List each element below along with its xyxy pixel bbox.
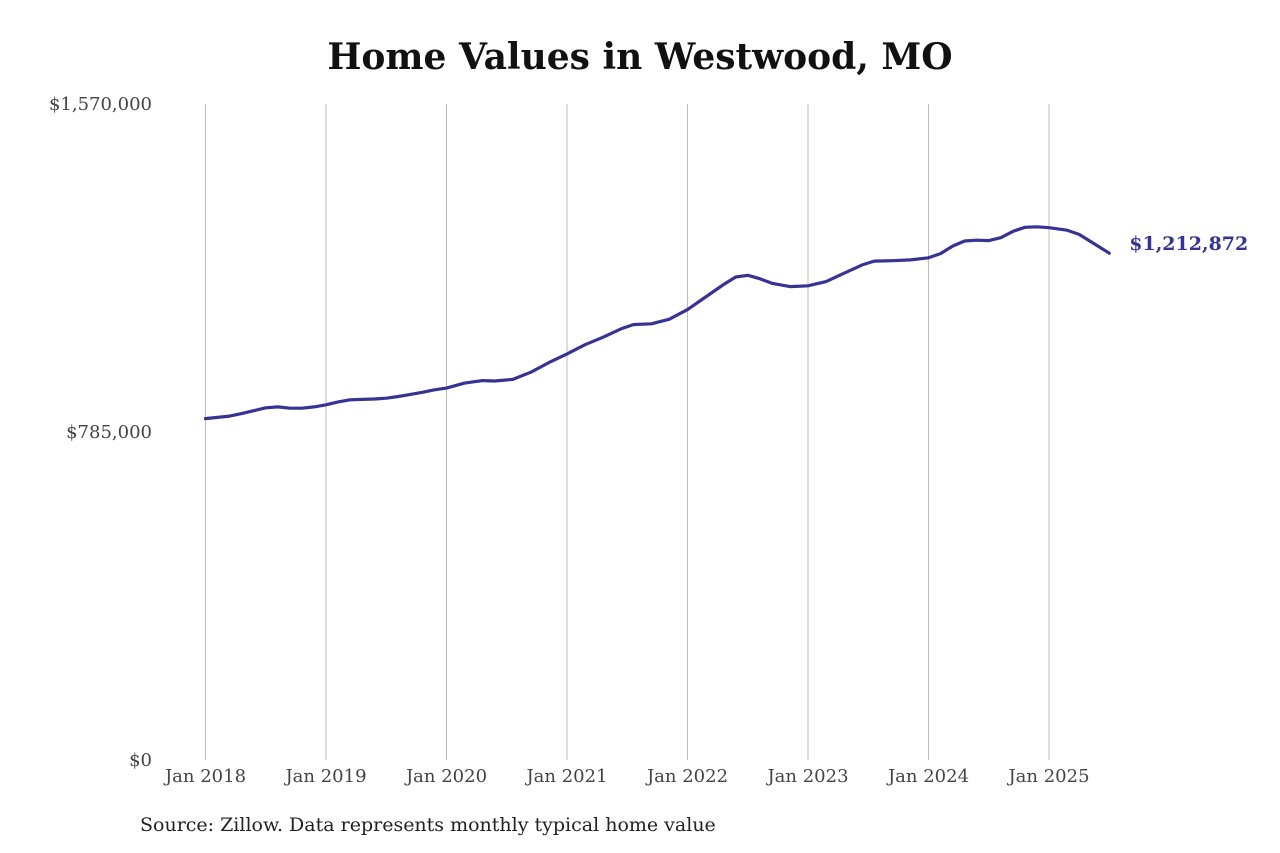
y-tick-label: $785,000 [66, 422, 152, 443]
x-tick-label: Jan 2023 [765, 766, 848, 787]
x-tick-label: Jan 2024 [886, 766, 969, 787]
x-axis-ticks: Jan 2018 Jan 2019 Jan 2020 Jan 2021 Jan 2022… [163, 766, 1090, 787]
series-line-home-value [203, 225, 1111, 421]
source-note: Source: Zillow. Data represents monthly … [140, 814, 716, 836]
series-layer [203, 225, 1111, 421]
y-tick-label: $1,570,000 [49, 94, 152, 115]
x-tick-label: Jan 2019 [283, 766, 366, 787]
chart-title: Home Values in Westwood, MO [327, 36, 953, 78]
end-label-layer: $1,212,872 [1129, 233, 1248, 255]
x-tick-label: Jan 2018 [163, 766, 246, 787]
x-tick-label: Jan 2022 [645, 766, 728, 787]
x-tick-label: Jan 2025 [1006, 766, 1089, 787]
end-value-label: $1,212,872 [1129, 233, 1248, 255]
y-axis-ticks: $0 $785,000 $1,570,000 [49, 94, 152, 771]
x-tick-label: Jan 2020 [404, 766, 487, 787]
grid-lines [205, 104, 1050, 760]
y-tick-label: $0 [129, 750, 152, 771]
x-tick-label: Jan 2021 [524, 766, 607, 787]
